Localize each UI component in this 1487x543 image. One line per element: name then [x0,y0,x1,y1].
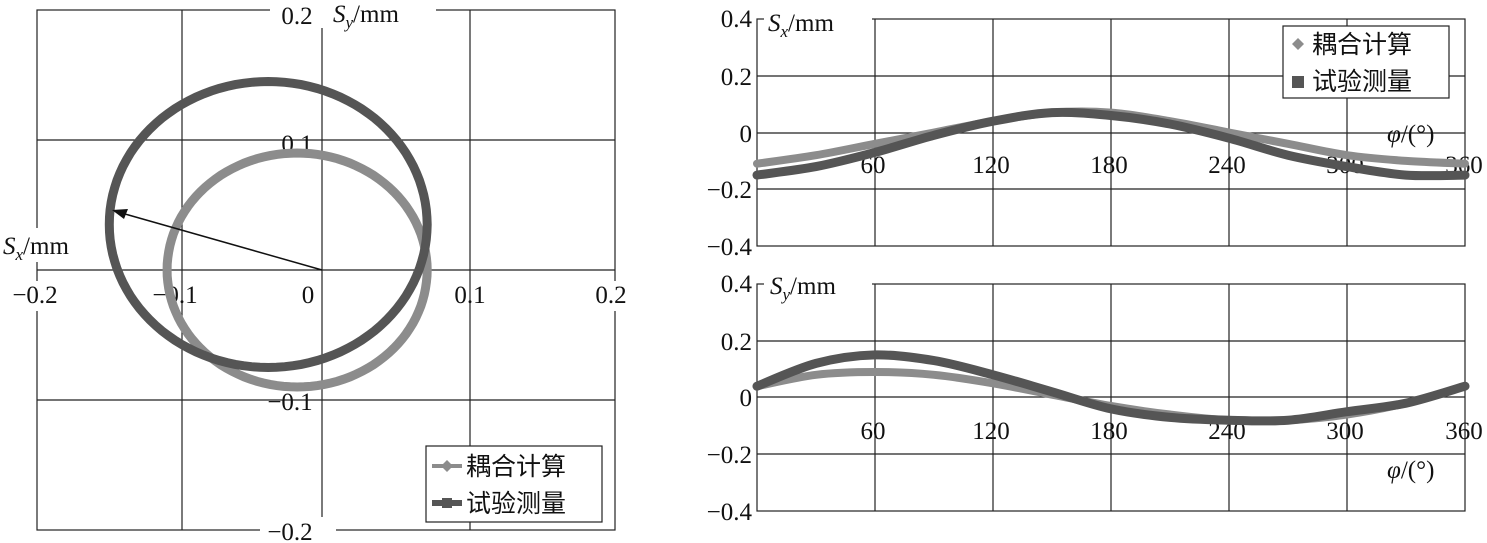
orbit-ytick: 0.2 [281,3,312,30]
diamond-marker-icon [441,460,453,472]
sx-ytick: 0.4 [721,6,753,33]
legend-label: 耦合计算 [466,453,566,481]
orbit-xtick: −0.2 [12,282,57,309]
sx-ytick: 0 [740,121,753,148]
sy-ylabel: Sy/mm [770,273,836,304]
orbit-chart: −0.2 −0.1 0 0.1 0.2 0.2 0.1 −0.1 −0.2 Sy… [0,0,646,543]
sy-ytick: 0.4 [721,271,753,298]
orbit-ytick: −0.2 [267,519,312,543]
sy-ytick: −0.4 [707,499,753,526]
sx-xlabel: φ/(°) [1387,121,1434,148]
sy-xtick: 120 [972,418,1010,445]
orbit-legend: 耦合计算 试验测量 [425,445,603,523]
sx-ytick: −0.4 [707,234,753,261]
sx-ytick: 0.2 [721,64,752,91]
sy-chart: 0.4 0.2 0 −0.2 −0.4 60 120 180 240 300 3… [707,271,1483,526]
diamond-marker-icon [1292,38,1304,50]
legend-label: 耦合计算 [1312,31,1412,59]
orbit-xlabel: Sx/mm [3,233,69,264]
square-marker-icon [442,498,452,508]
sy-xlabel: φ/(°) [1387,457,1434,484]
sx-xtick: 180 [1090,152,1128,179]
orbit-xtick: 0.2 [595,282,626,309]
orbit-ylabel: Sy/mm [333,1,399,32]
sx-xtick: 120 [972,152,1010,179]
square-marker-icon [1292,76,1304,88]
sx-legend: 耦合计算 试验测量 [1282,25,1450,99]
sy-ytick: 0.2 [721,329,752,356]
legend-label: 试验测量 [466,490,566,518]
orbit-xtick: 0.1 [454,282,485,309]
orbit-xtick: 0 [302,282,315,309]
sx-chart: 0.4 0.2 0 −0.2 −0.4 60 120 180 240 300 3… [707,6,1483,261]
sy-series-test-measured [752,350,1470,426]
orbit-arrowhead [112,209,128,219]
orbit-series-coupled-calc [162,148,432,392]
sx-series-test-measured [752,107,1470,181]
orbit-arrow [117,211,323,271]
orbit-ytick: −0.1 [267,389,312,416]
orbit-series-test-measured [104,76,432,373]
sy-xtick: 360 [1445,418,1483,445]
sx-ylabel: Sx/mm [768,10,834,41]
sx-xtick: 240 [1208,152,1246,179]
sy-xtick: 60 [861,418,886,445]
sy-xtick: 300 [1326,418,1364,445]
sx-ytick: −0.2 [707,177,752,204]
sy-ytick: 0 [740,385,753,412]
sy-xtick: 180 [1090,418,1128,445]
sy-ytick: −0.2 [707,442,752,469]
legend-label: 试验测量 [1312,68,1412,96]
